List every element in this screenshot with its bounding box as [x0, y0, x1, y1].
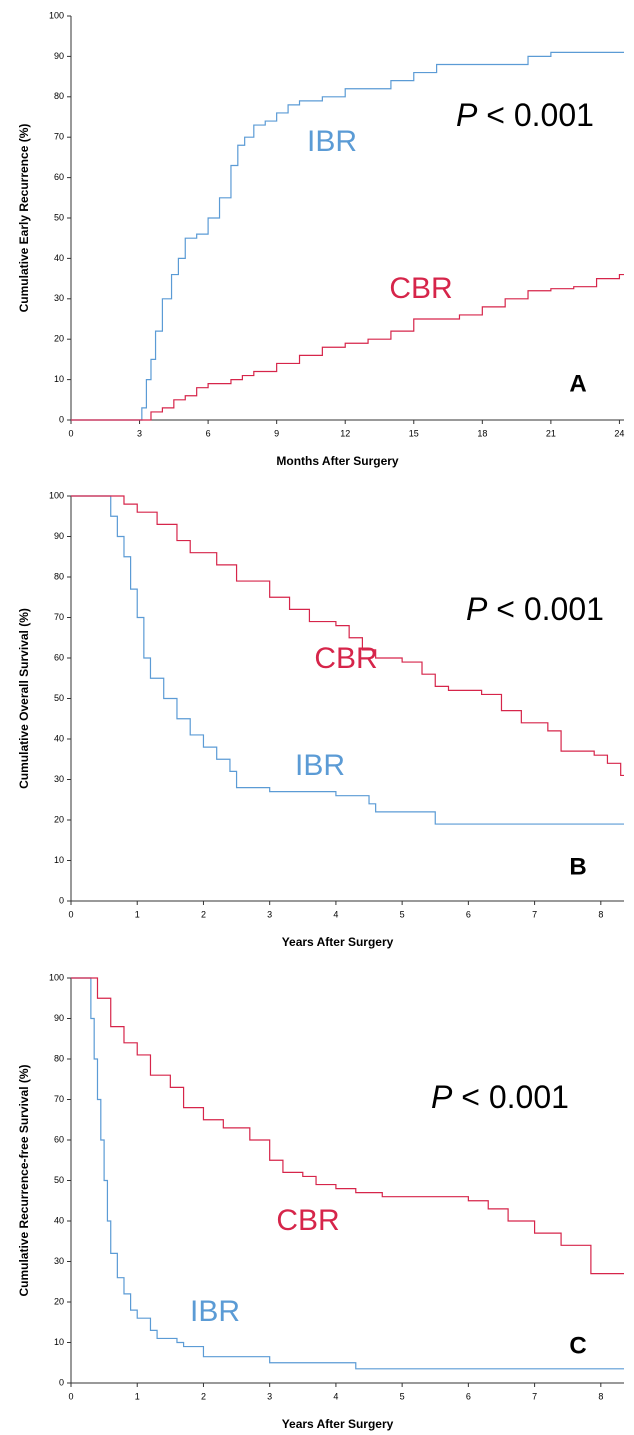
- y-tick-label: 80: [54, 91, 64, 101]
- curve-label: CBR: [389, 272, 452, 305]
- x-tick-label: 24: [614, 428, 624, 438]
- y-tick-label: 20: [54, 1296, 64, 1306]
- p-symbol: P: [456, 97, 478, 133]
- y-tick-label: 80: [54, 571, 64, 581]
- x-axis-label: Years After Surgery: [282, 1417, 394, 1431]
- y-tick-label: 100: [49, 972, 64, 982]
- km-curve: [71, 495, 624, 825]
- km-curve: [71, 273, 624, 421]
- panel-label: A: [569, 370, 586, 397]
- y-tick-label: 0: [59, 414, 64, 424]
- y-tick-label: 0: [59, 1377, 64, 1387]
- x-tick-label: 7: [532, 1391, 537, 1401]
- x-tick-label: 0: [68, 1391, 73, 1401]
- x-tick-label: 0: [68, 428, 73, 438]
- x-tick-label: 6: [466, 909, 471, 919]
- y-tick-label: 90: [54, 1013, 64, 1023]
- y-tick-label: 30: [54, 1256, 64, 1266]
- y-tick-label: 100: [49, 490, 64, 500]
- y-tick-label: 40: [54, 733, 64, 743]
- x-tick-label: 3: [267, 909, 272, 919]
- x-tick-label: 5: [400, 909, 405, 919]
- x-tick-label: 3: [267, 1391, 272, 1401]
- y-tick-label: 60: [54, 172, 64, 182]
- km-curve: [71, 977, 624, 1275]
- p-symbol: P: [466, 591, 488, 627]
- y-tick-label: 20: [54, 334, 64, 344]
- panel-label: B: [569, 853, 586, 880]
- x-tick-label: 8: [598, 909, 603, 919]
- p-value: P < 0.001: [431, 1079, 569, 1115]
- x-tick-label: 6: [466, 1391, 471, 1401]
- y-tick-label: 0: [59, 895, 64, 905]
- y-tick-label: 50: [54, 1175, 64, 1185]
- y-tick-label: 50: [54, 212, 64, 222]
- panel-label: C: [569, 1332, 586, 1359]
- y-tick-label: 10: [54, 374, 64, 384]
- y-tick-label: 60: [54, 652, 64, 662]
- x-axis-label: Months After Surgery: [276, 454, 399, 468]
- y-tick-label: 90: [54, 531, 64, 541]
- y-axis-label: Cumulative Overall Survival (%): [17, 608, 31, 789]
- x-tick-label: 18: [477, 428, 487, 438]
- curve-label: IBR: [190, 1295, 240, 1328]
- y-tick-label: 30: [54, 774, 64, 784]
- x-axis-label: Years After Surgery: [282, 935, 394, 949]
- y-tick-label: 70: [54, 1094, 64, 1104]
- y-tick-label: 100: [49, 10, 64, 20]
- x-tick-label: 9: [274, 428, 279, 438]
- x-tick-label: 2: [201, 1391, 206, 1401]
- x-tick-label: 6: [206, 428, 211, 438]
- p-text: < 0.001: [496, 591, 604, 627]
- y-tick-label: 40: [54, 253, 64, 263]
- x-tick-label: 5: [400, 1391, 405, 1401]
- curve-label: CBR: [314, 642, 377, 675]
- x-tick-label: 0: [68, 909, 73, 919]
- y-tick-label: 40: [54, 1215, 64, 1225]
- p-value: P < 0.001: [466, 591, 604, 627]
- x-tick-label: 3: [137, 428, 142, 438]
- y-axis-label: Cumulative Early Recurrence (%): [17, 124, 31, 313]
- km-curve: [71, 495, 624, 777]
- x-tick-label: 4: [333, 1391, 338, 1401]
- y-axis-label: Cumulative Recurrence-free Survival (%): [17, 1064, 31, 1296]
- km-curve: [71, 977, 624, 1370]
- p-symbol: P: [431, 1079, 453, 1115]
- y-tick-label: 30: [54, 293, 64, 303]
- p-text: < 0.001: [461, 1079, 569, 1115]
- y-tick-label: 70: [54, 612, 64, 622]
- x-tick-label: 4: [333, 909, 338, 919]
- curve-label: CBR: [276, 1204, 339, 1237]
- x-tick-label: 7: [532, 909, 537, 919]
- y-tick-label: 90: [54, 51, 64, 61]
- x-tick-label: 1: [135, 1391, 140, 1401]
- y-tick-label: 70: [54, 132, 64, 142]
- y-tick-label: 10: [54, 855, 64, 865]
- y-tick-label: 60: [54, 1134, 64, 1144]
- p-text: < 0.001: [486, 97, 594, 133]
- y-tick-label: 10: [54, 1337, 64, 1347]
- x-tick-label: 1: [135, 909, 140, 919]
- x-tick-label: 8: [598, 1391, 603, 1401]
- curve-label: IBR: [307, 125, 357, 158]
- y-tick-label: 50: [54, 693, 64, 703]
- x-tick-label: 21: [546, 428, 556, 438]
- x-tick-label: 15: [409, 428, 419, 438]
- km-curve: [71, 51, 624, 421]
- curve-label: IBR: [295, 749, 345, 782]
- p-value: P < 0.001: [456, 97, 594, 133]
- x-tick-label: 12: [340, 428, 350, 438]
- y-tick-label: 80: [54, 1053, 64, 1063]
- x-tick-label: 2: [201, 909, 206, 919]
- y-tick-label: 20: [54, 814, 64, 824]
